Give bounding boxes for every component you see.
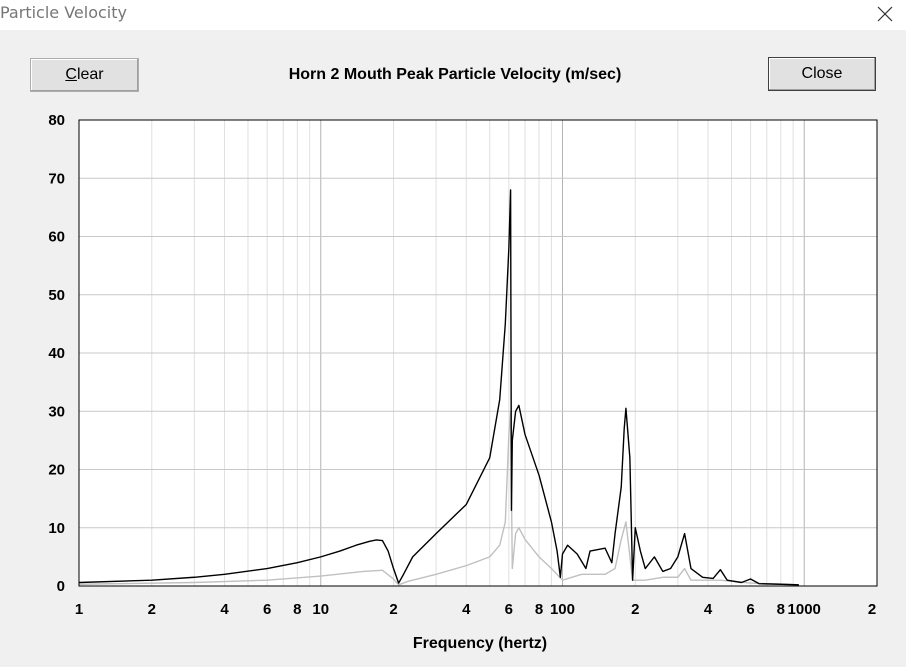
y-tick-label: 20	[48, 462, 65, 479]
x-tick-label: 2	[148, 601, 156, 618]
series-group	[78, 189, 799, 586]
x-tick-label: 6	[263, 601, 271, 618]
x-tick-label: 4	[462, 601, 471, 618]
x-tick-labels: 1 2 4 6 8 10 2 4 6 8 100 2 4 6 8 1000 2	[75, 601, 876, 618]
x-tick-label: 10	[312, 601, 329, 618]
series-line-gray	[78, 410, 799, 586]
clear-button[interactable]: Clear	[30, 58, 139, 92]
y-tick-label: 40	[48, 345, 65, 362]
x-tick-label: 2	[631, 601, 639, 618]
y-tick-label: 10	[48, 520, 65, 537]
x-tick-label: 6	[746, 601, 754, 618]
x-tick-label: 2	[868, 601, 876, 618]
close-button[interactable]: Close	[768, 57, 876, 91]
x-tick-label: 8	[535, 601, 543, 618]
clear-button-accelerator: C	[65, 66, 77, 83]
series-line-black	[78, 189, 799, 586]
x-axis-label: Frequency (hertz)	[412, 635, 548, 652]
y-tick-label: 0	[57, 578, 65, 595]
x-tick-label: 8	[293, 601, 301, 618]
y-tick-label: 70	[48, 170, 65, 187]
x-tick-label: 4	[704, 601, 713, 618]
plot-frame	[78, 119, 878, 587]
x-tick-label: 100	[550, 601, 575, 618]
x-tick-label: 8	[777, 601, 785, 618]
x-tick-label: 6	[505, 601, 513, 618]
x-tick-label: 1000	[788, 601, 821, 618]
x-tick-label: 1	[75, 601, 83, 618]
y-tick-labels: 0 10 20 30 40 50 60 70 80	[48, 112, 65, 595]
y-tick-label: 50	[48, 287, 65, 304]
y-tick-label: 30	[48, 403, 65, 420]
close-x-icon[interactable]	[874, 3, 896, 25]
x-tick-label: 2	[389, 601, 397, 618]
window-title: Particle Velocity	[0, 3, 127, 22]
window-titlebar: Particle Velocity	[0, 0, 906, 30]
x-tick-label: 4	[220, 601, 229, 618]
clear-button-rest: lear	[76, 66, 104, 83]
y-tick-label: 80	[48, 112, 65, 129]
chart-title: Horn 2 Mouth Peak Particle Velocity (m/s…	[288, 66, 622, 83]
y-tick-label: 60	[48, 229, 65, 246]
horizontal-grid	[79, 177, 877, 529]
